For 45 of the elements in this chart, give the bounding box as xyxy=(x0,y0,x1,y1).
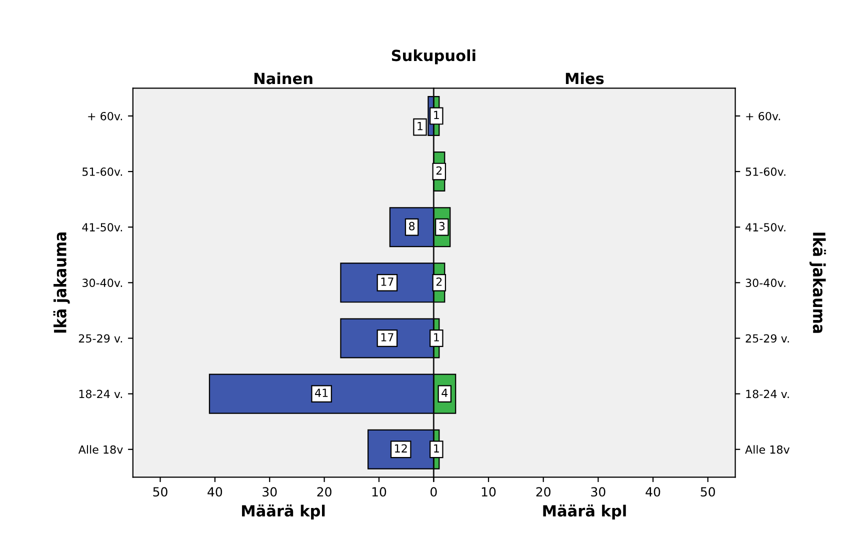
data-label: 17 xyxy=(381,278,394,286)
chart-title: Sukupuoli xyxy=(392,49,476,64)
y-tick-label: 41-50v. xyxy=(82,223,122,232)
y-tick-label: Alle 18v xyxy=(78,445,123,454)
y-tick-label: 25-29 v. xyxy=(78,334,122,343)
data-label: 41 xyxy=(315,388,328,397)
data-label: 4 xyxy=(442,388,448,397)
y-tick-label: Alle 18v xyxy=(745,445,790,454)
x-tick-label: 10 xyxy=(372,487,386,497)
data-label: 12 xyxy=(395,444,407,452)
data-label: 2 xyxy=(436,166,442,175)
x-tick-label: 50 xyxy=(700,487,715,497)
y-tick-label: 30-40v. xyxy=(746,278,786,288)
data-label: 1 xyxy=(434,110,439,120)
y-tick-label: 25-29 v. xyxy=(746,334,789,343)
chart-subtitle: Nainen xyxy=(254,72,312,84)
data-label: 1 xyxy=(434,333,439,342)
chart-subtitle: Mies xyxy=(566,72,604,84)
x-tick-label: 0 xyxy=(430,487,437,497)
x-tick-label: 10 xyxy=(482,487,496,497)
y-tick-label: + 60v. xyxy=(88,112,122,120)
data-label: 3 xyxy=(439,222,445,230)
data-label: 2 xyxy=(436,277,442,286)
x-tick-label: 20 xyxy=(536,487,550,497)
y-tick-label: 51-60v. xyxy=(82,168,122,176)
y-axis-title: Ikä jakauma xyxy=(53,232,70,333)
data-label: 1 xyxy=(418,122,423,130)
x-tick-label: 30 xyxy=(591,487,606,497)
y-tick-label: 18-24 v. xyxy=(79,390,122,398)
x-tick-label: 50 xyxy=(153,487,168,497)
y-tick-label: 30-40v. xyxy=(82,278,122,288)
data-label: 17 xyxy=(381,333,394,342)
x-axis-title: Määrä kpl xyxy=(543,504,626,520)
data-label: 1 xyxy=(434,444,439,452)
y-axis-title: Ikä jakauma xyxy=(810,232,826,333)
x-tick-label: 30 xyxy=(262,487,277,497)
x-tick-label: 40 xyxy=(646,487,660,497)
y-tick-label: 41-50v. xyxy=(746,223,786,232)
x-tick-label: 40 xyxy=(208,487,222,497)
y-tick-label: + 60v. xyxy=(746,112,780,120)
data-label: 8 xyxy=(409,222,415,230)
x-tick-label: 20 xyxy=(317,487,332,497)
x-axis-title: Määrä kpl xyxy=(242,504,325,520)
y-tick-label: 18-24 v. xyxy=(746,390,789,398)
y-tick-label: 51-60v. xyxy=(746,168,786,176)
